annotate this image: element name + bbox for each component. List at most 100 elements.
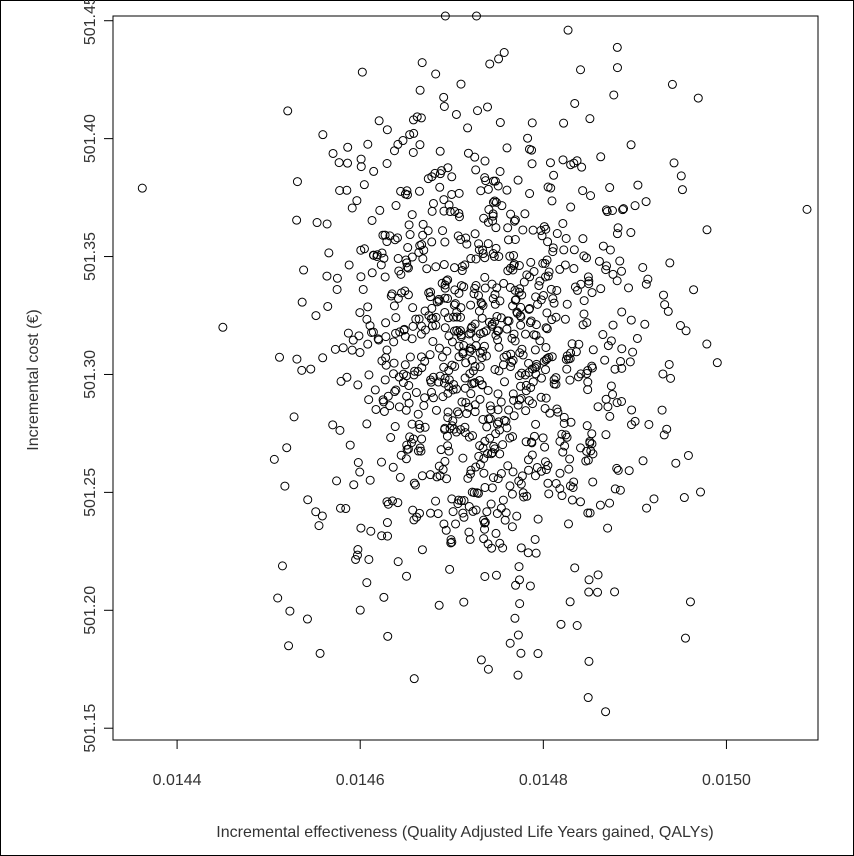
data-point [541,323,551,333]
data-point [324,248,334,258]
data-point [460,260,470,270]
data-point [465,534,475,544]
data-point [352,550,362,560]
data-point [556,619,566,629]
data-point [415,140,425,150]
data-point [410,366,420,376]
data-point [583,366,593,376]
data-point [395,472,405,482]
data-point [484,205,494,215]
data-point [566,202,576,212]
data-point [443,407,453,417]
data-point [471,165,481,175]
data-point [478,414,488,424]
data-point [502,324,512,334]
data-point [603,523,613,533]
data-point [402,262,412,272]
data-point [488,294,498,304]
data-point [480,482,490,492]
data-point [488,448,498,458]
data-point [576,497,586,507]
data-point [284,641,294,651]
data-point [521,406,531,416]
data-point [693,93,703,103]
data-point [480,524,490,534]
data-point [505,251,515,261]
data-point [683,450,693,460]
data-point [332,284,342,294]
data-point [490,364,500,374]
data-point [663,306,673,316]
data-point [612,63,622,73]
data-point [514,562,524,572]
data-point [605,183,615,193]
data-point [627,405,637,415]
data-point [565,354,575,364]
data-point [344,260,354,270]
data-point [377,248,387,258]
data-point [451,519,461,529]
data-point [542,354,552,364]
data-point [405,130,415,140]
data-point [502,143,512,153]
data-point [582,318,592,328]
data-point [491,570,501,580]
data-point [459,597,469,607]
data-point [560,441,570,451]
data-point [583,377,593,387]
data-point [659,430,669,440]
data-point [533,514,543,524]
data-point [338,343,348,353]
data-point [440,283,450,293]
data-point [594,256,604,266]
data-point [413,446,423,456]
data-point [447,172,457,182]
data-point [562,364,572,374]
data-point [493,335,503,345]
data-point [414,186,424,196]
data-point [560,260,570,270]
data-point [583,385,593,395]
data-point [605,245,615,255]
data-point [607,206,617,215]
data-point [626,315,636,325]
data-point [498,543,508,553]
data-point [587,429,597,439]
y-tick-label: 501.40 [82,114,99,163]
data-point [514,261,524,271]
data-point [475,348,485,358]
data-point [601,265,611,275]
data-point [633,180,643,190]
data-point [318,353,328,363]
data-point [428,336,438,346]
data-point [375,205,385,215]
data-point [430,168,440,178]
data-point [342,372,352,382]
data-point [675,321,685,331]
data-point [328,148,338,158]
data-point [335,186,345,195]
data-point [498,360,508,370]
y-tick-label: 501.20 [82,586,99,635]
data-point [322,219,332,229]
data-point [385,231,395,241]
data-point [544,352,554,362]
data-point [529,267,539,276]
data-point [450,207,460,217]
data-point [383,391,393,401]
data-point [503,266,513,276]
data-point [442,346,452,356]
data-point [533,649,543,659]
data-point [529,431,539,441]
data-point [513,630,523,640]
data-point [638,456,648,466]
data-point [479,534,489,544]
data-point [492,283,502,293]
data-point [541,224,551,234]
data-point [531,419,541,429]
y-tick-label: 501.30 [82,350,99,399]
data-point [359,180,369,190]
data-point [612,229,622,239]
data-point [576,443,585,453]
